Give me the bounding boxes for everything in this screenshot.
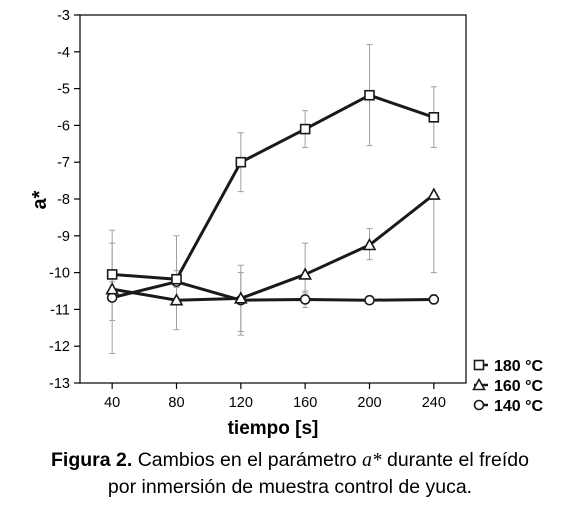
error-bars [109,43,437,355]
legend-marker-160 [472,377,486,391]
data-point-140 [428,294,440,305]
legend-label-140: 140 °C [494,398,544,415]
data-point-160 [298,267,313,280]
legend-marker-140 [473,399,485,411]
y-tick-label: -5 [57,82,70,98]
x-tick-label: 120 [229,395,253,411]
series-lines [105,89,441,306]
data-point-140 [106,292,118,303]
plot-frame [79,14,467,384]
y-tick-label: -6 [57,118,70,134]
y-tick-label: -10 [49,266,70,282]
x-tick-label: 80 [168,395,184,411]
data-point-180 [364,89,375,101]
y-axis: -3 -4 -5 -6 -7 -8 -9 -10 -11 -12 -13 [49,8,80,392]
y-tick-label: -7 [57,155,70,171]
caption-lead: Figura 2. [51,449,133,471]
x-tick-label: 200 [357,395,381,411]
data-point-160 [233,291,248,304]
y-tick-label: -4 [57,45,70,61]
x-axis-label: tiempo [s] [228,418,319,439]
caption-line-2: por inmersión de muestra control de yuca… [107,476,473,498]
legend: 180 °C 160 °C 140 °C [472,358,544,415]
legend-label-180: 180 °C [494,358,544,375]
line-chart: -3 -4 -5 -6 -7 -8 -9 -10 -11 -12 -13 40 80 120 160 200… [29,8,544,439]
caption-line-1: Figura 2. Cambios en el parámetro a* dur… [0,447,580,474]
caption-symbol: a* [362,450,382,471]
x-tick-label: 160 [293,395,317,411]
y-tick-label: -9 [57,229,70,245]
x-tick-label: 40 [104,395,120,411]
figure-caption: Figura 2. Cambios en el parámetro a* dur… [0,447,580,501]
series-line-180 [112,93,435,281]
data-point-160 [362,237,377,251]
data-point-180 [171,273,182,285]
legend-marker-180 [473,359,485,371]
y-tick-label: -8 [57,192,70,208]
data-point-160 [426,187,441,200]
data-point-180 [428,112,440,123]
data-point-180 [106,269,118,280]
y-tick-label: -3 [57,8,70,24]
data-point-160 [169,293,184,306]
data-point-180 [235,156,247,168]
y-tick-label: -12 [49,339,70,355]
caption-text-before: Cambios en el parámetro [132,449,363,471]
series-line-140 [111,280,434,302]
legend-label-160: 160 °C [494,378,544,395]
caption-text-after: durante el freído [381,449,529,471]
y-axis-label: a* [29,190,51,209]
data-point-140 [299,294,311,305]
x-tick-label: 240 [422,395,446,411]
y-tick-label: -13 [49,376,70,392]
data-point-140 [364,294,375,306]
data-point-180 [299,123,311,135]
x-axis: 40 80 120 160 200 240 [104,383,446,411]
data-point-160 [105,281,120,295]
series-line-160 [111,193,435,302]
y-tick-label: -11 [50,302,70,318]
